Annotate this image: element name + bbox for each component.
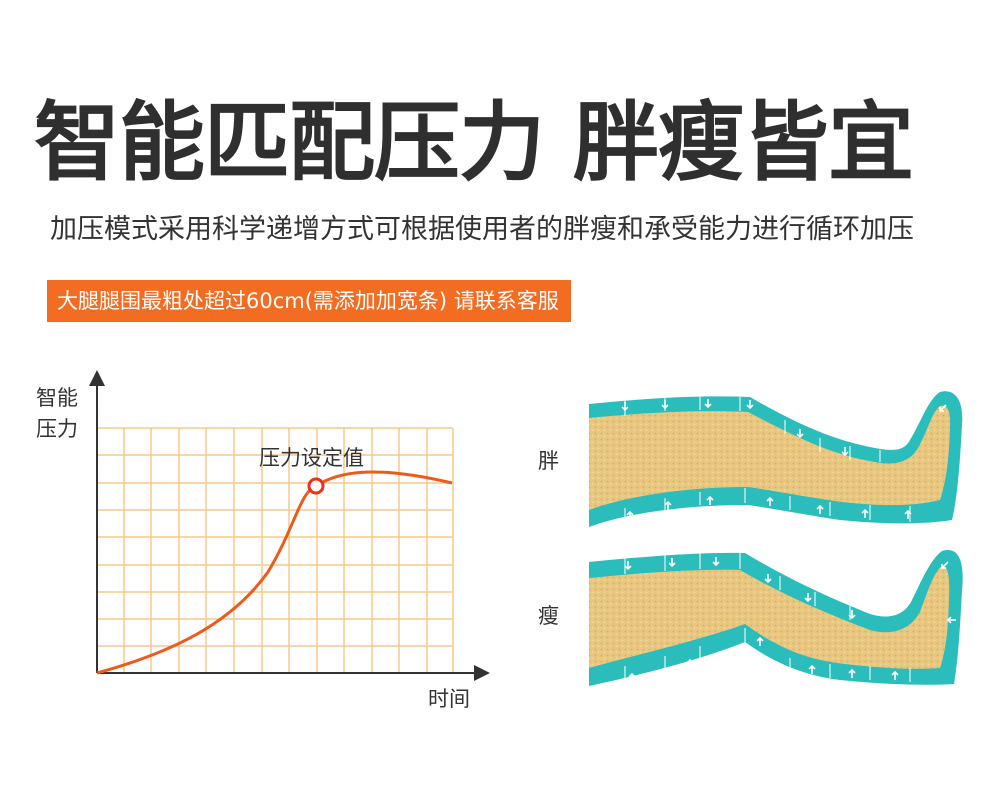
- thin-leg-illustration: [589, 550, 963, 686]
- setpoint-marker: [307, 477, 325, 495]
- y-axis-label-line2: 压力: [36, 417, 78, 441]
- notice-banner: 大腿腿围最粗处超过60cm(需添加加宽条) 请联系客服: [47, 280, 571, 322]
- y-axis-label-line1: 智能: [36, 386, 78, 410]
- thin-leg-arrows: [624, 557, 956, 682]
- fat-label: 胖: [538, 449, 559, 473]
- fat-leg-body: [589, 405, 951, 510]
- thin-leg-body: [589, 566, 950, 669]
- pressure-chart: 智能 压力 时间 压力设定值: [36, 370, 490, 711]
- setpoint-label: 压力设定值: [259, 446, 364, 470]
- chart-grid: [97, 427, 454, 673]
- pressure-curve: [96, 470, 453, 675]
- fat-leg-arrows: [621, 399, 947, 520]
- subtitle: 加压模式采用科学递增方式可根据使用者的胖瘦和承受能力进行循环加压: [50, 214, 914, 245]
- thin-label: 瘦: [538, 604, 559, 628]
- headline: 智能匹配压力 胖瘦皆宜: [34, 93, 914, 193]
- fat-leg-illustration: [589, 391, 963, 527]
- x-axis-label: 时间: [428, 687, 470, 711]
